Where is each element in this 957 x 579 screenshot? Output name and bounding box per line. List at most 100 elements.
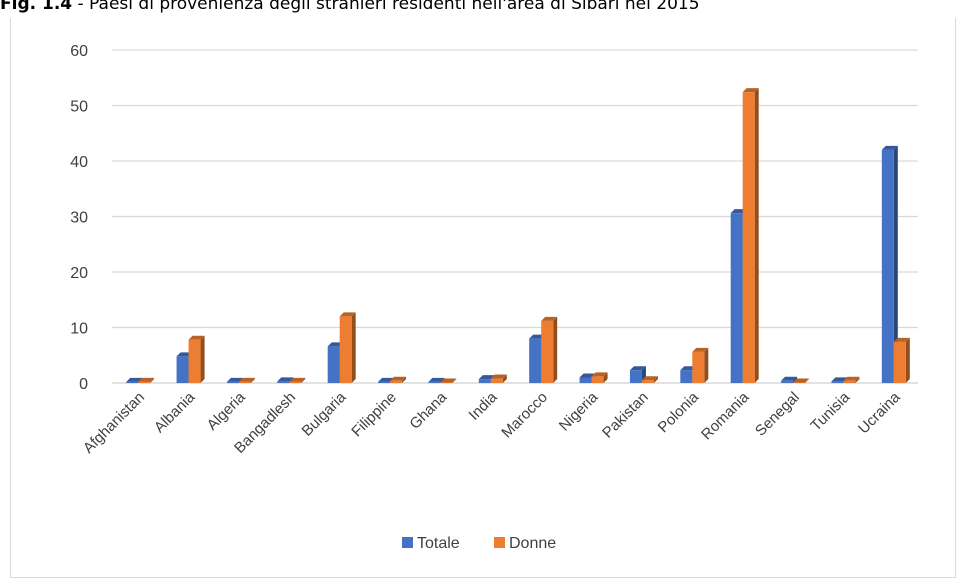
bar	[541, 316, 558, 383]
y-tick-label: 10	[70, 321, 88, 338]
bar-top	[742, 88, 759, 93]
bar-front	[339, 316, 352, 383]
bar-top	[126, 377, 143, 382]
bar-front	[893, 341, 906, 383]
bar-front	[440, 382, 453, 383]
y-tick-label: 0	[79, 376, 88, 393]
bar-top	[843, 376, 860, 381]
bar-front	[793, 382, 806, 383]
figure-caption: Fig. 1.4 - Paesi di provenienza degli st…	[0, 0, 700, 14]
bar-side	[502, 374, 507, 383]
bar-front	[490, 378, 503, 383]
bar-side	[351, 312, 356, 383]
bar-top	[428, 377, 445, 382]
bar-top	[781, 376, 798, 381]
bar-front	[843, 380, 856, 383]
x-tick-label: Filippine	[348, 389, 400, 441]
bar-side	[150, 377, 155, 383]
bar-front	[390, 380, 403, 383]
bar-top	[591, 372, 608, 377]
bar	[238, 377, 255, 383]
bar-front	[188, 339, 201, 383]
x-tick-label: Bulgaria	[299, 388, 350, 439]
x-tick-label: Tunisia	[807, 388, 853, 434]
bar-side	[653, 376, 658, 383]
x-tick-label: Pakistan	[599, 389, 652, 442]
bar-top	[893, 337, 910, 342]
bar-top	[692, 347, 709, 352]
x-tick-label: India	[466, 388, 501, 423]
legend-swatch	[494, 537, 505, 548]
bar	[138, 377, 155, 383]
bar-top	[188, 335, 205, 340]
y-axis: 0 10 20 30 40 50 60	[70, 43, 88, 393]
bar-front	[277, 381, 290, 383]
bar-front	[881, 149, 894, 383]
bar-top	[238, 377, 255, 382]
bar-front	[238, 381, 251, 383]
bar-top	[289, 377, 306, 382]
chart-frame	[10, 18, 956, 578]
bar-front	[378, 381, 391, 383]
bar-front	[529, 338, 542, 383]
x-tick-label: Algeria	[204, 388, 250, 434]
bar-front	[730, 213, 743, 383]
bar-series	[126, 88, 910, 384]
bar-top	[629, 366, 646, 371]
bar-top	[881, 145, 898, 150]
bar-side	[855, 376, 860, 383]
bar-front	[831, 381, 844, 383]
bar-top	[490, 374, 507, 379]
bar-side	[402, 376, 407, 383]
bar-front	[541, 320, 554, 383]
bar-top	[277, 377, 294, 382]
bar-front	[126, 381, 139, 383]
bar	[188, 335, 205, 383]
bar-front	[781, 380, 794, 383]
bar-top	[226, 377, 243, 382]
x-tick-label: Romania	[698, 388, 753, 443]
bar-side	[704, 347, 709, 383]
bar-side	[250, 377, 255, 383]
figure-caption-text: - Paesi di provenienza degli stranieri r…	[72, 0, 700, 14]
legend-label: Donne	[509, 535, 556, 552]
legend-swatch	[402, 537, 413, 548]
bar-front	[138, 381, 151, 383]
x-tick-label: Polonia	[655, 388, 703, 436]
bar-side	[754, 88, 759, 384]
bar-side	[200, 335, 205, 383]
bar-top	[641, 376, 658, 381]
bar-front	[641, 380, 654, 383]
bar-top	[138, 377, 155, 382]
bar-top	[390, 376, 407, 381]
y-tick-label: 30	[70, 210, 88, 227]
bar	[339, 312, 356, 383]
bar-top	[478, 375, 495, 380]
bar-front	[176, 356, 189, 383]
bar	[742, 88, 759, 384]
bar-front	[629, 370, 642, 383]
bar-side	[603, 372, 608, 383]
bar	[881, 145, 898, 383]
bar-front	[226, 381, 239, 383]
bar-front	[289, 381, 302, 383]
bar-side	[301, 377, 306, 383]
y-tick-label: 60	[70, 43, 88, 60]
y-tick-label: 50	[70, 99, 88, 116]
x-tick-label: Albania	[151, 388, 199, 436]
x-tick-label: Senegal	[752, 389, 803, 440]
bar-side	[553, 316, 558, 383]
bar	[793, 378, 810, 383]
x-tick-label: Afghanistan	[80, 389, 148, 457]
bar-front	[478, 379, 491, 383]
bar	[843, 376, 860, 383]
bar-side	[452, 378, 457, 383]
bar-front	[327, 346, 340, 383]
bar-front	[692, 351, 705, 383]
bar-front	[742, 92, 755, 384]
bar	[390, 376, 407, 383]
legend-label: Totale	[417, 535, 460, 552]
bar-top	[793, 378, 810, 383]
figure-caption-label: Fig. 1.4	[0, 0, 73, 14]
